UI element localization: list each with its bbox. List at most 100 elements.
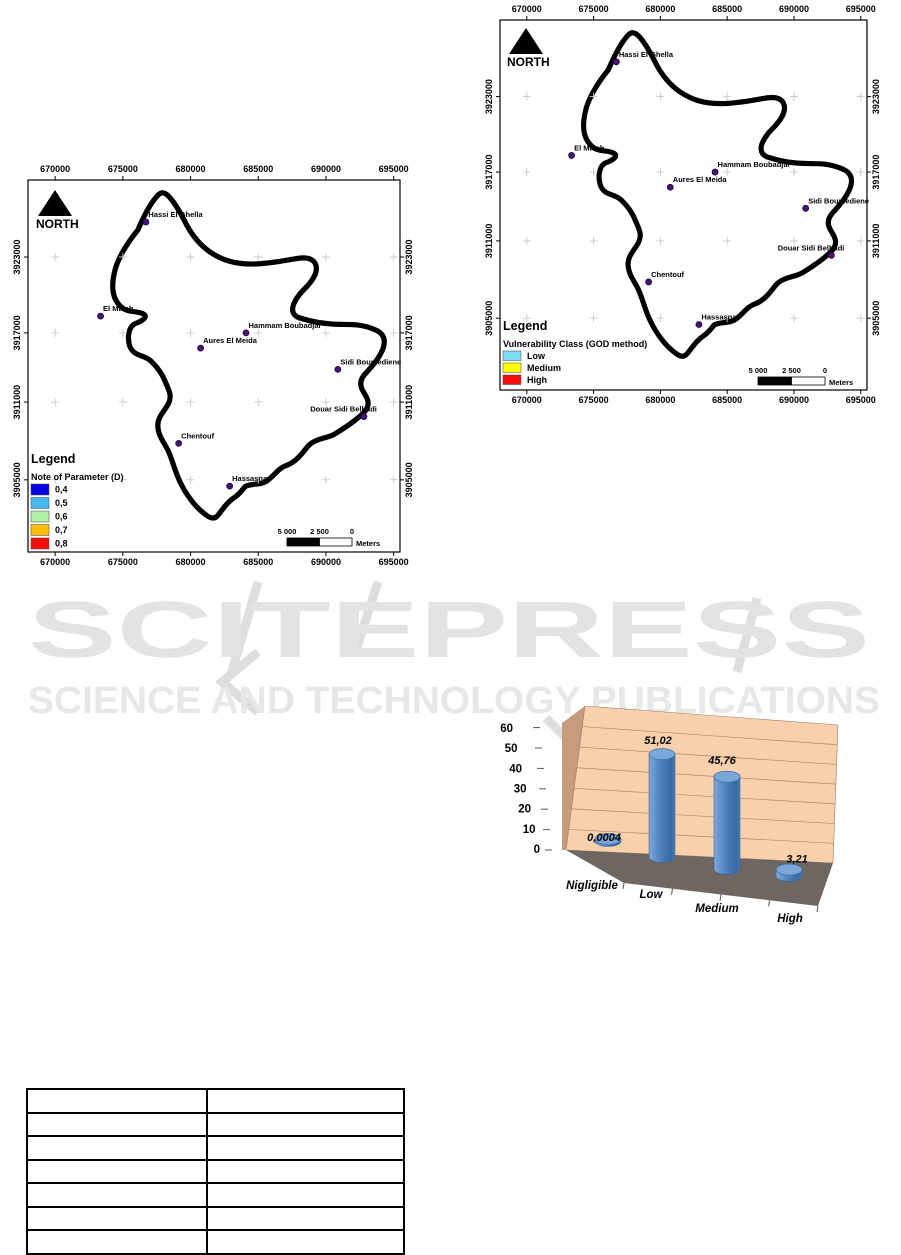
place-label: Chentouf bbox=[181, 431, 214, 440]
chart-cylinder-top bbox=[713, 770, 741, 783]
x-axis-label: 670000 bbox=[40, 557, 70, 567]
table-row bbox=[26, 1229, 405, 1255]
table-cell bbox=[26, 1182, 208, 1208]
table-cell bbox=[26, 1135, 208, 1161]
map-axes: 670000 670000 675000 675000 680000 680000 6850… bbox=[484, 4, 881, 405]
north-arrow: NORTH bbox=[36, 190, 79, 231]
chart-labels: 0,0004 51,02 45,76 3,21 Nigligible Low Medium H… bbox=[566, 735, 808, 925]
scale-label: 2 500 bbox=[782, 366, 801, 375]
chart-category-label: High bbox=[777, 913, 803, 925]
place-label: El Malah bbox=[574, 143, 605, 152]
place-label: Hassi El Ghella bbox=[148, 210, 203, 219]
place-marker-dot bbox=[695, 321, 703, 328]
chart-value-label: 51,02 bbox=[644, 735, 672, 747]
map-axes: 670000 670000 675000 675000 680000 680000 6850… bbox=[12, 164, 414, 567]
legend-swatch bbox=[30, 524, 50, 536]
y-axis-label: 3923000 bbox=[871, 79, 881, 114]
place-marker-dot bbox=[142, 218, 150, 226]
results-table bbox=[26, 1088, 405, 1255]
y-axis-label: 3905000 bbox=[12, 462, 22, 497]
place-marker-dot bbox=[197, 344, 205, 352]
chart-side-wall bbox=[562, 706, 585, 850]
x-axis-label: 670000 bbox=[512, 4, 542, 14]
legend-subtitle: Vulnerability Class (GOD method) bbox=[503, 339, 647, 349]
legend-swatch bbox=[30, 483, 50, 496]
chart-cylinder-top bbox=[648, 748, 676, 761]
y-axis-label: 3923000 bbox=[485, 79, 494, 114]
chart-ytick-label: 10 bbox=[523, 824, 536, 836]
map-legend: Legend Vulnerability Class (GOD method) Lo… bbox=[502, 319, 647, 385]
place-marker-dot bbox=[711, 168, 719, 176]
scale-bar-black bbox=[757, 376, 792, 386]
legend-title: Legend bbox=[503, 319, 547, 333]
place-label: Douar Sidi Belhadi bbox=[778, 243, 845, 252]
chart-value-label: 45,76 bbox=[707, 755, 736, 767]
watermark-title: SCITEPRESS bbox=[28, 585, 870, 674]
place-marker-dot bbox=[645, 278, 653, 286]
north-arrow-icon bbox=[38, 190, 72, 216]
x-axis-label: 675000 bbox=[108, 164, 138, 174]
x-axis-label: 685000 bbox=[712, 395, 742, 405]
place-marker-dot bbox=[612, 58, 620, 66]
map-parameter-d-svg: 670000 670000 675000 675000 680000 680000 6850… bbox=[12, 164, 414, 567]
x-axis-label: 685000 bbox=[243, 164, 273, 174]
gridline-crosses bbox=[51, 253, 398, 484]
x-axis-label: 680000 bbox=[176, 164, 206, 174]
y-axis-label: 3917000 bbox=[12, 315, 22, 350]
place-label: El Malah bbox=[103, 304, 134, 313]
chart-ytick-label: 50 bbox=[505, 743, 518, 755]
chart-svg: 0 10 20 30 40 50 60 0,0004 51,02 45,76 3,21 Niglig… bbox=[500, 705, 839, 925]
table-cell bbox=[206, 1205, 405, 1231]
scale-bar-white bbox=[319, 537, 353, 547]
place-label: Hassi El Ghella bbox=[619, 50, 674, 59]
x-axis-label: 690000 bbox=[311, 557, 341, 567]
table-cell bbox=[206, 1111, 405, 1137]
y-axis-label: 3905000 bbox=[871, 301, 881, 336]
scale-bar-white bbox=[791, 376, 826, 386]
table-cell bbox=[206, 1229, 405, 1255]
place-marker-dot bbox=[175, 439, 183, 447]
scale-unit-label: Meters bbox=[829, 378, 853, 387]
table-cell bbox=[206, 1158, 405, 1184]
place-marker-dot bbox=[568, 152, 575, 159]
map-god-svg: 670000 670000 675000 675000 680000 680000 6850… bbox=[484, 4, 881, 405]
place-label: Hassasna bbox=[701, 313, 737, 322]
place-marker-dot bbox=[334, 365, 342, 373]
y-axis-label: 3923000 bbox=[12, 239, 22, 274]
legend-subtitle: Note of Parameter (D) bbox=[31, 472, 124, 482]
x-axis-label: 695000 bbox=[379, 164, 409, 174]
x-axis-label: 690000 bbox=[779, 4, 809, 14]
chart-floor bbox=[566, 850, 833, 906]
chart-category-label: Low bbox=[640, 889, 664, 901]
place-markers: Hassi El Ghella El Malah Hammam Boubadjar A… bbox=[97, 210, 401, 490]
y-axis-label: 3911000 bbox=[485, 224, 494, 259]
place-label: Sidi Boumediene bbox=[340, 357, 401, 366]
place-marker-dot bbox=[802, 204, 810, 212]
scale-label: 2 500 bbox=[310, 527, 329, 536]
chart-cylinder bbox=[648, 753, 676, 863]
chart-cylinder bbox=[713, 776, 741, 875]
chart-value-label: 0,0004 bbox=[587, 832, 621, 844]
place-marker-dot bbox=[97, 312, 104, 320]
table-cell bbox=[26, 1158, 208, 1184]
table-row bbox=[26, 1088, 405, 1114]
legend-item-label: High bbox=[527, 375, 547, 385]
place-marker-dot bbox=[360, 413, 368, 420]
place-label: Chentouf bbox=[651, 270, 684, 279]
y-axis-label: 3911000 bbox=[12, 385, 22, 420]
x-axis-label: 685000 bbox=[243, 557, 273, 567]
legend-item-label: Low bbox=[527, 351, 546, 361]
legend-item-label: Medium bbox=[527, 363, 561, 373]
legend-item-label: 0,8 bbox=[55, 539, 68, 549]
legend-item-label: 0,7 bbox=[55, 525, 68, 535]
x-axis-label: 680000 bbox=[176, 557, 206, 567]
chart-ytick-label: 20 bbox=[518, 804, 531, 816]
y-axis-label: 3905000 bbox=[485, 301, 494, 336]
x-axis-label: 690000 bbox=[779, 395, 809, 405]
y-axis-label: 3917000 bbox=[485, 155, 494, 190]
place-label: Hammam Boubadjar bbox=[718, 160, 791, 169]
table-row bbox=[26, 1135, 405, 1161]
table-cell bbox=[26, 1111, 208, 1137]
x-axis-label: 685000 bbox=[712, 4, 742, 14]
